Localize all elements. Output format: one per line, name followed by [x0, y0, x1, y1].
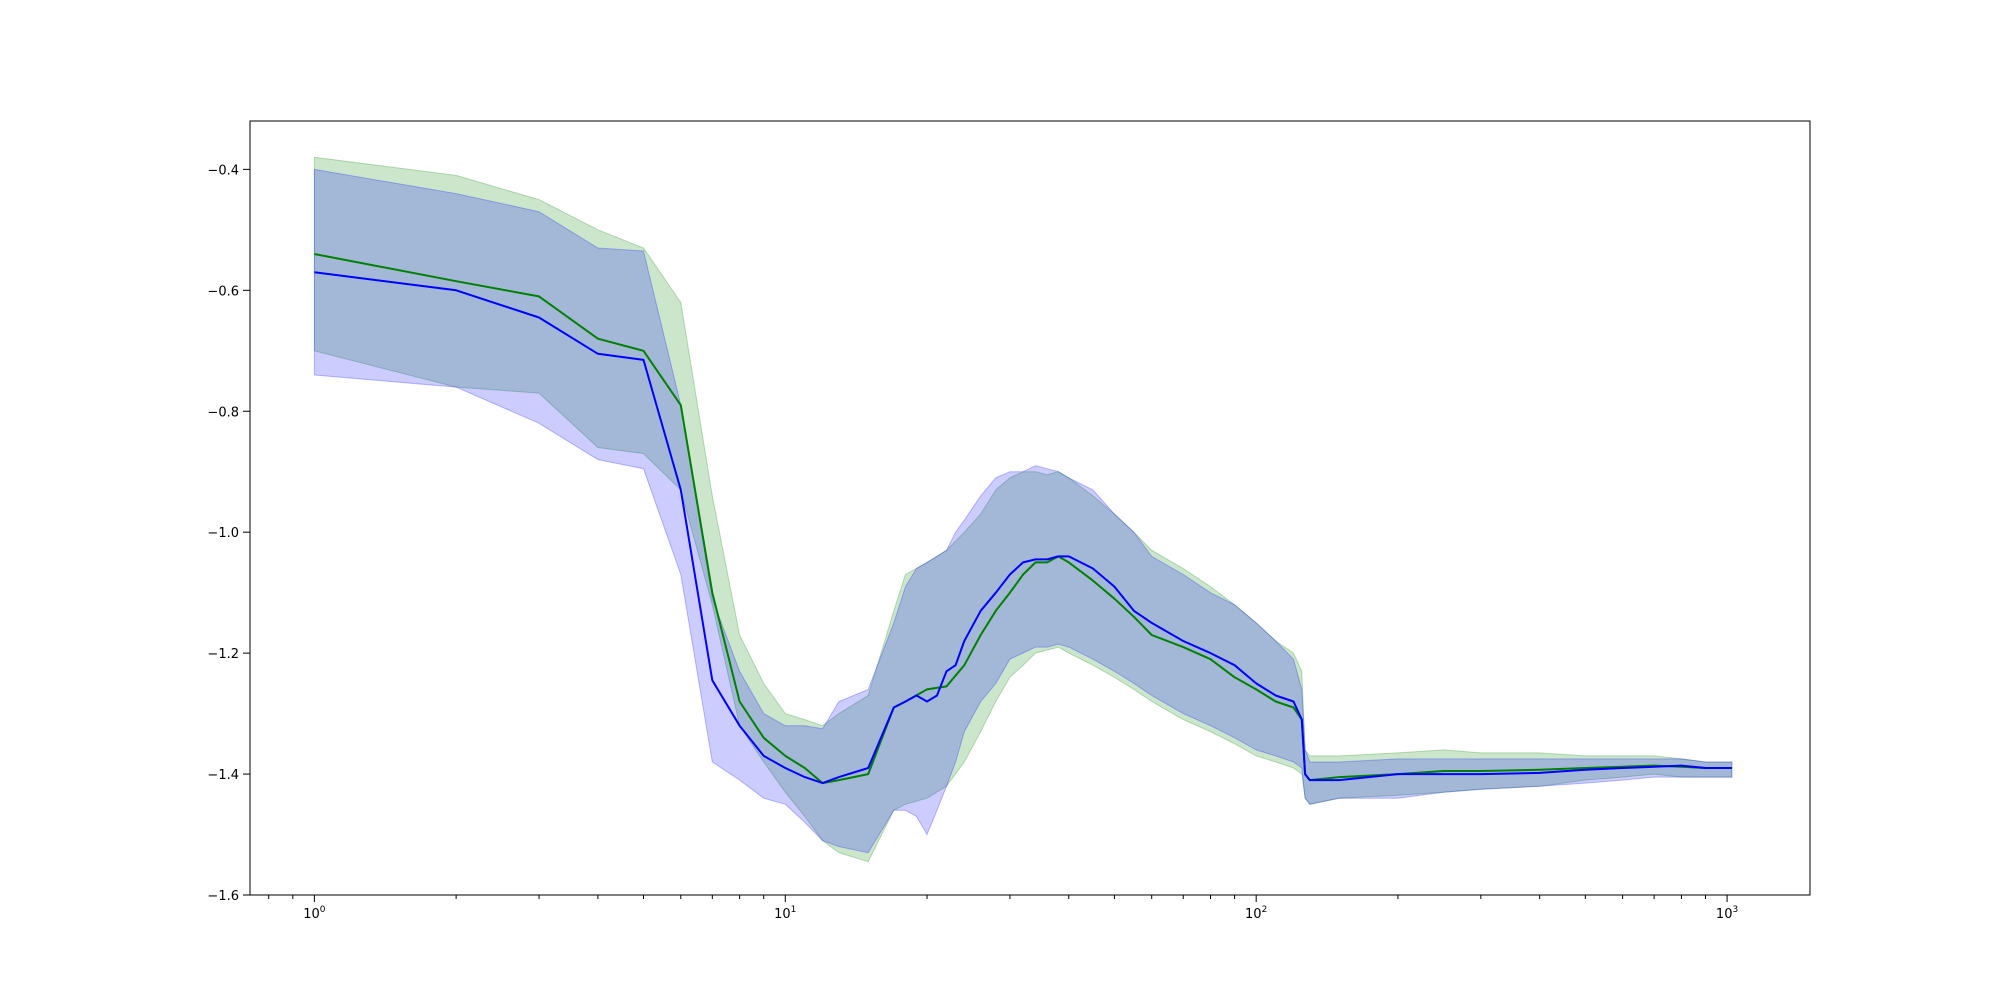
y-tick-label-4: −1.2: [207, 647, 239, 662]
y-tick-label-3: −1.0: [207, 526, 239, 541]
y-tick-label-5: −1.4: [207, 768, 239, 783]
series-2-band: [313, 168, 1733, 854]
y-tick-label-1: −0.6: [207, 284, 239, 299]
series-1-band: [313, 156, 1733, 863]
y-tick-label-2: −0.8: [207, 405, 239, 420]
series-layer: [313, 156, 1733, 863]
y-tick-label-0: −0.4: [207, 163, 239, 178]
x-tick-label-3: 103: [1716, 905, 1738, 922]
x-axis: 100 101 102 103: [268, 895, 1738, 922]
y-tick-label-6: −1.6: [207, 889, 239, 904]
x-tick-label-0: 100: [303, 905, 326, 922]
series-2-line: [314, 271, 1732, 785]
x-tick-label-2: 102: [1245, 905, 1267, 922]
y-axis: −0.4 −0.6 −0.8 −1.0 −1.2 −1.4 −1.6: [207, 163, 250, 904]
x-tick-label-1: 101: [774, 905, 796, 922]
plot-frame: [249, 120, 1811, 896]
